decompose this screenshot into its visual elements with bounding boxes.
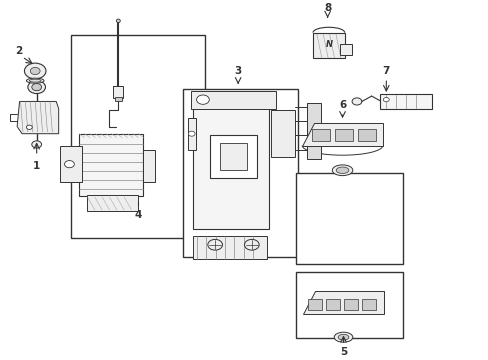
Text: 2: 2 (15, 46, 22, 55)
Bar (220, 143, 246, 170)
Circle shape (196, 95, 209, 104)
Polygon shape (17, 102, 59, 134)
Circle shape (244, 239, 259, 250)
Bar (271, 111, 294, 157)
Polygon shape (302, 123, 382, 145)
Bar (295, 272, 403, 338)
Bar (357, 129, 375, 141)
Ellipse shape (337, 334, 348, 340)
Text: 3: 3 (234, 66, 241, 76)
Text: 7: 7 (382, 66, 389, 76)
Bar (306, 103, 321, 159)
Bar (193, 96, 268, 229)
Ellipse shape (26, 78, 44, 83)
Bar (113, 86, 123, 98)
Circle shape (30, 67, 40, 75)
Polygon shape (303, 291, 383, 314)
Bar (142, 150, 155, 182)
Text: 5: 5 (339, 347, 346, 357)
Bar (86, 195, 138, 211)
Bar (325, 298, 339, 310)
Bar (188, 118, 195, 150)
Bar (193, 236, 266, 259)
Text: 6: 6 (338, 100, 346, 111)
Bar (307, 298, 321, 310)
Bar (183, 89, 298, 257)
Bar (79, 134, 142, 197)
Bar (71, 35, 205, 238)
Ellipse shape (336, 167, 348, 174)
Bar (210, 135, 256, 179)
Circle shape (24, 63, 46, 79)
Bar (60, 146, 81, 182)
Circle shape (28, 81, 45, 94)
Ellipse shape (332, 165, 352, 176)
Circle shape (64, 161, 74, 168)
Circle shape (383, 98, 388, 102)
Circle shape (188, 131, 195, 136)
Ellipse shape (29, 79, 41, 82)
Circle shape (32, 141, 41, 148)
Text: 4: 4 (134, 210, 142, 220)
Circle shape (207, 239, 222, 250)
Bar (344, 298, 357, 310)
Bar (190, 91, 276, 109)
Bar (295, 173, 403, 265)
Text: N: N (325, 40, 332, 49)
Ellipse shape (334, 332, 352, 342)
Circle shape (26, 125, 32, 129)
Bar (115, 97, 122, 102)
Bar (334, 129, 352, 141)
Bar (312, 33, 344, 58)
Bar (380, 94, 431, 109)
Circle shape (351, 98, 361, 105)
Text: 1: 1 (33, 161, 40, 171)
Ellipse shape (116, 19, 120, 23)
Text: 8: 8 (324, 3, 330, 13)
Circle shape (32, 84, 41, 91)
Bar (311, 129, 329, 141)
Bar (339, 44, 351, 55)
Bar (362, 298, 375, 310)
